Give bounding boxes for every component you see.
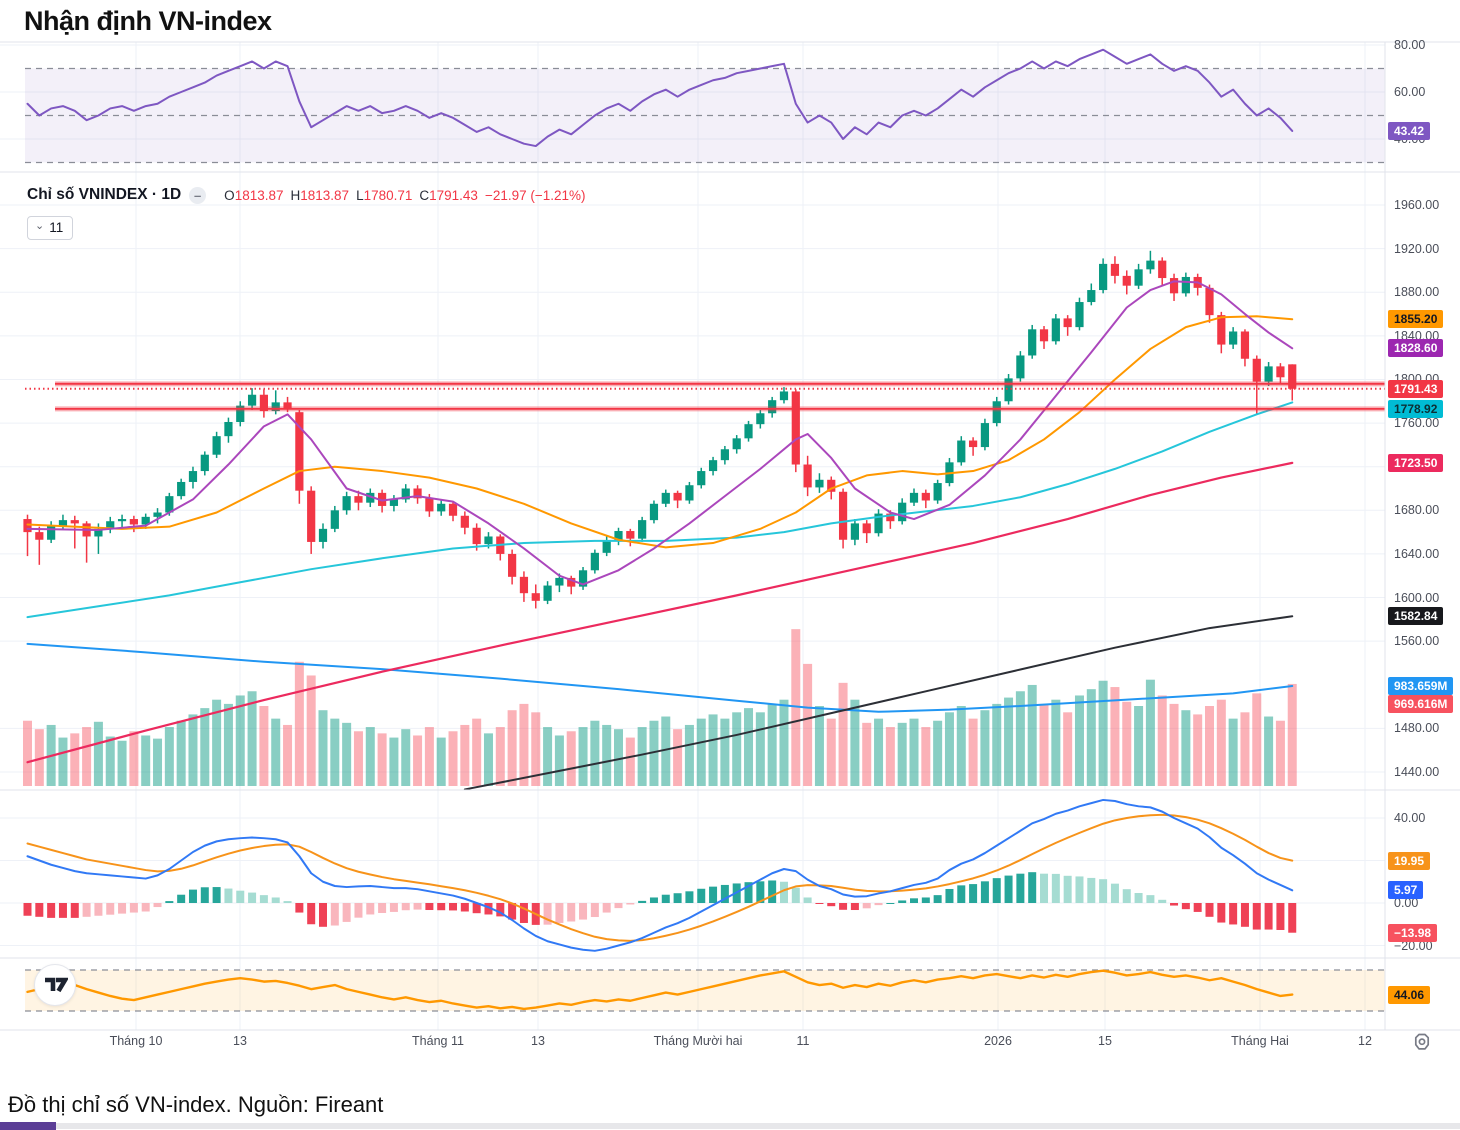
chart-area[interactable]: 1960.00 1920.00 1880.00 1840.00 1800.00 1760.… — [0, 0, 1460, 1060]
indicator-count: 11 — [49, 220, 64, 235]
scrollbar-thumb[interactable] — [0, 1122, 56, 1130]
close-value: 1791.43 — [429, 187, 478, 203]
high-label: H — [290, 187, 301, 203]
change-value: −21.97 (−1.21%) — [484, 187, 586, 203]
ohlc-readout: O1813.87 H1813.87 L1780.71 C1791.43 −21.… — [224, 188, 585, 203]
close-label: C — [419, 187, 430, 203]
page-title: Nhận định VN-index — [24, 6, 272, 36]
symbol-name[interactable]: Chỉ số VNINDEX · 1D — [27, 186, 182, 203]
tradingview-logo[interactable] — [34, 964, 76, 1006]
tradingview-logo-glyph — [45, 977, 68, 993]
minus-circle-icon[interactable]: – — [189, 186, 207, 204]
scrollbar-track[interactable] — [0, 1122, 1460, 1130]
chevron-down-icon: ⌄ — [35, 220, 45, 232]
open-value: 1813.87 — [234, 187, 284, 203]
high-value: 1813.87 — [300, 187, 350, 203]
caption: Đồ thị chỉ số VN-index. Nguồn: Fireant — [8, 1092, 384, 1117]
chart-canvas[interactable] — [0, 0, 1460, 1060]
low-label: L — [356, 187, 364, 203]
low-value: 1780.71 — [363, 187, 413, 203]
indicator-count-button[interactable]: ⌄ 11 — [27, 216, 74, 240]
settings-gear-icon[interactable] — [1410, 1030, 1434, 1054]
open-label: O — [224, 187, 235, 203]
symbol-legend: Chỉ số VNINDEX · 1D – O1813.87 H1813.87 … — [27, 186, 586, 204]
